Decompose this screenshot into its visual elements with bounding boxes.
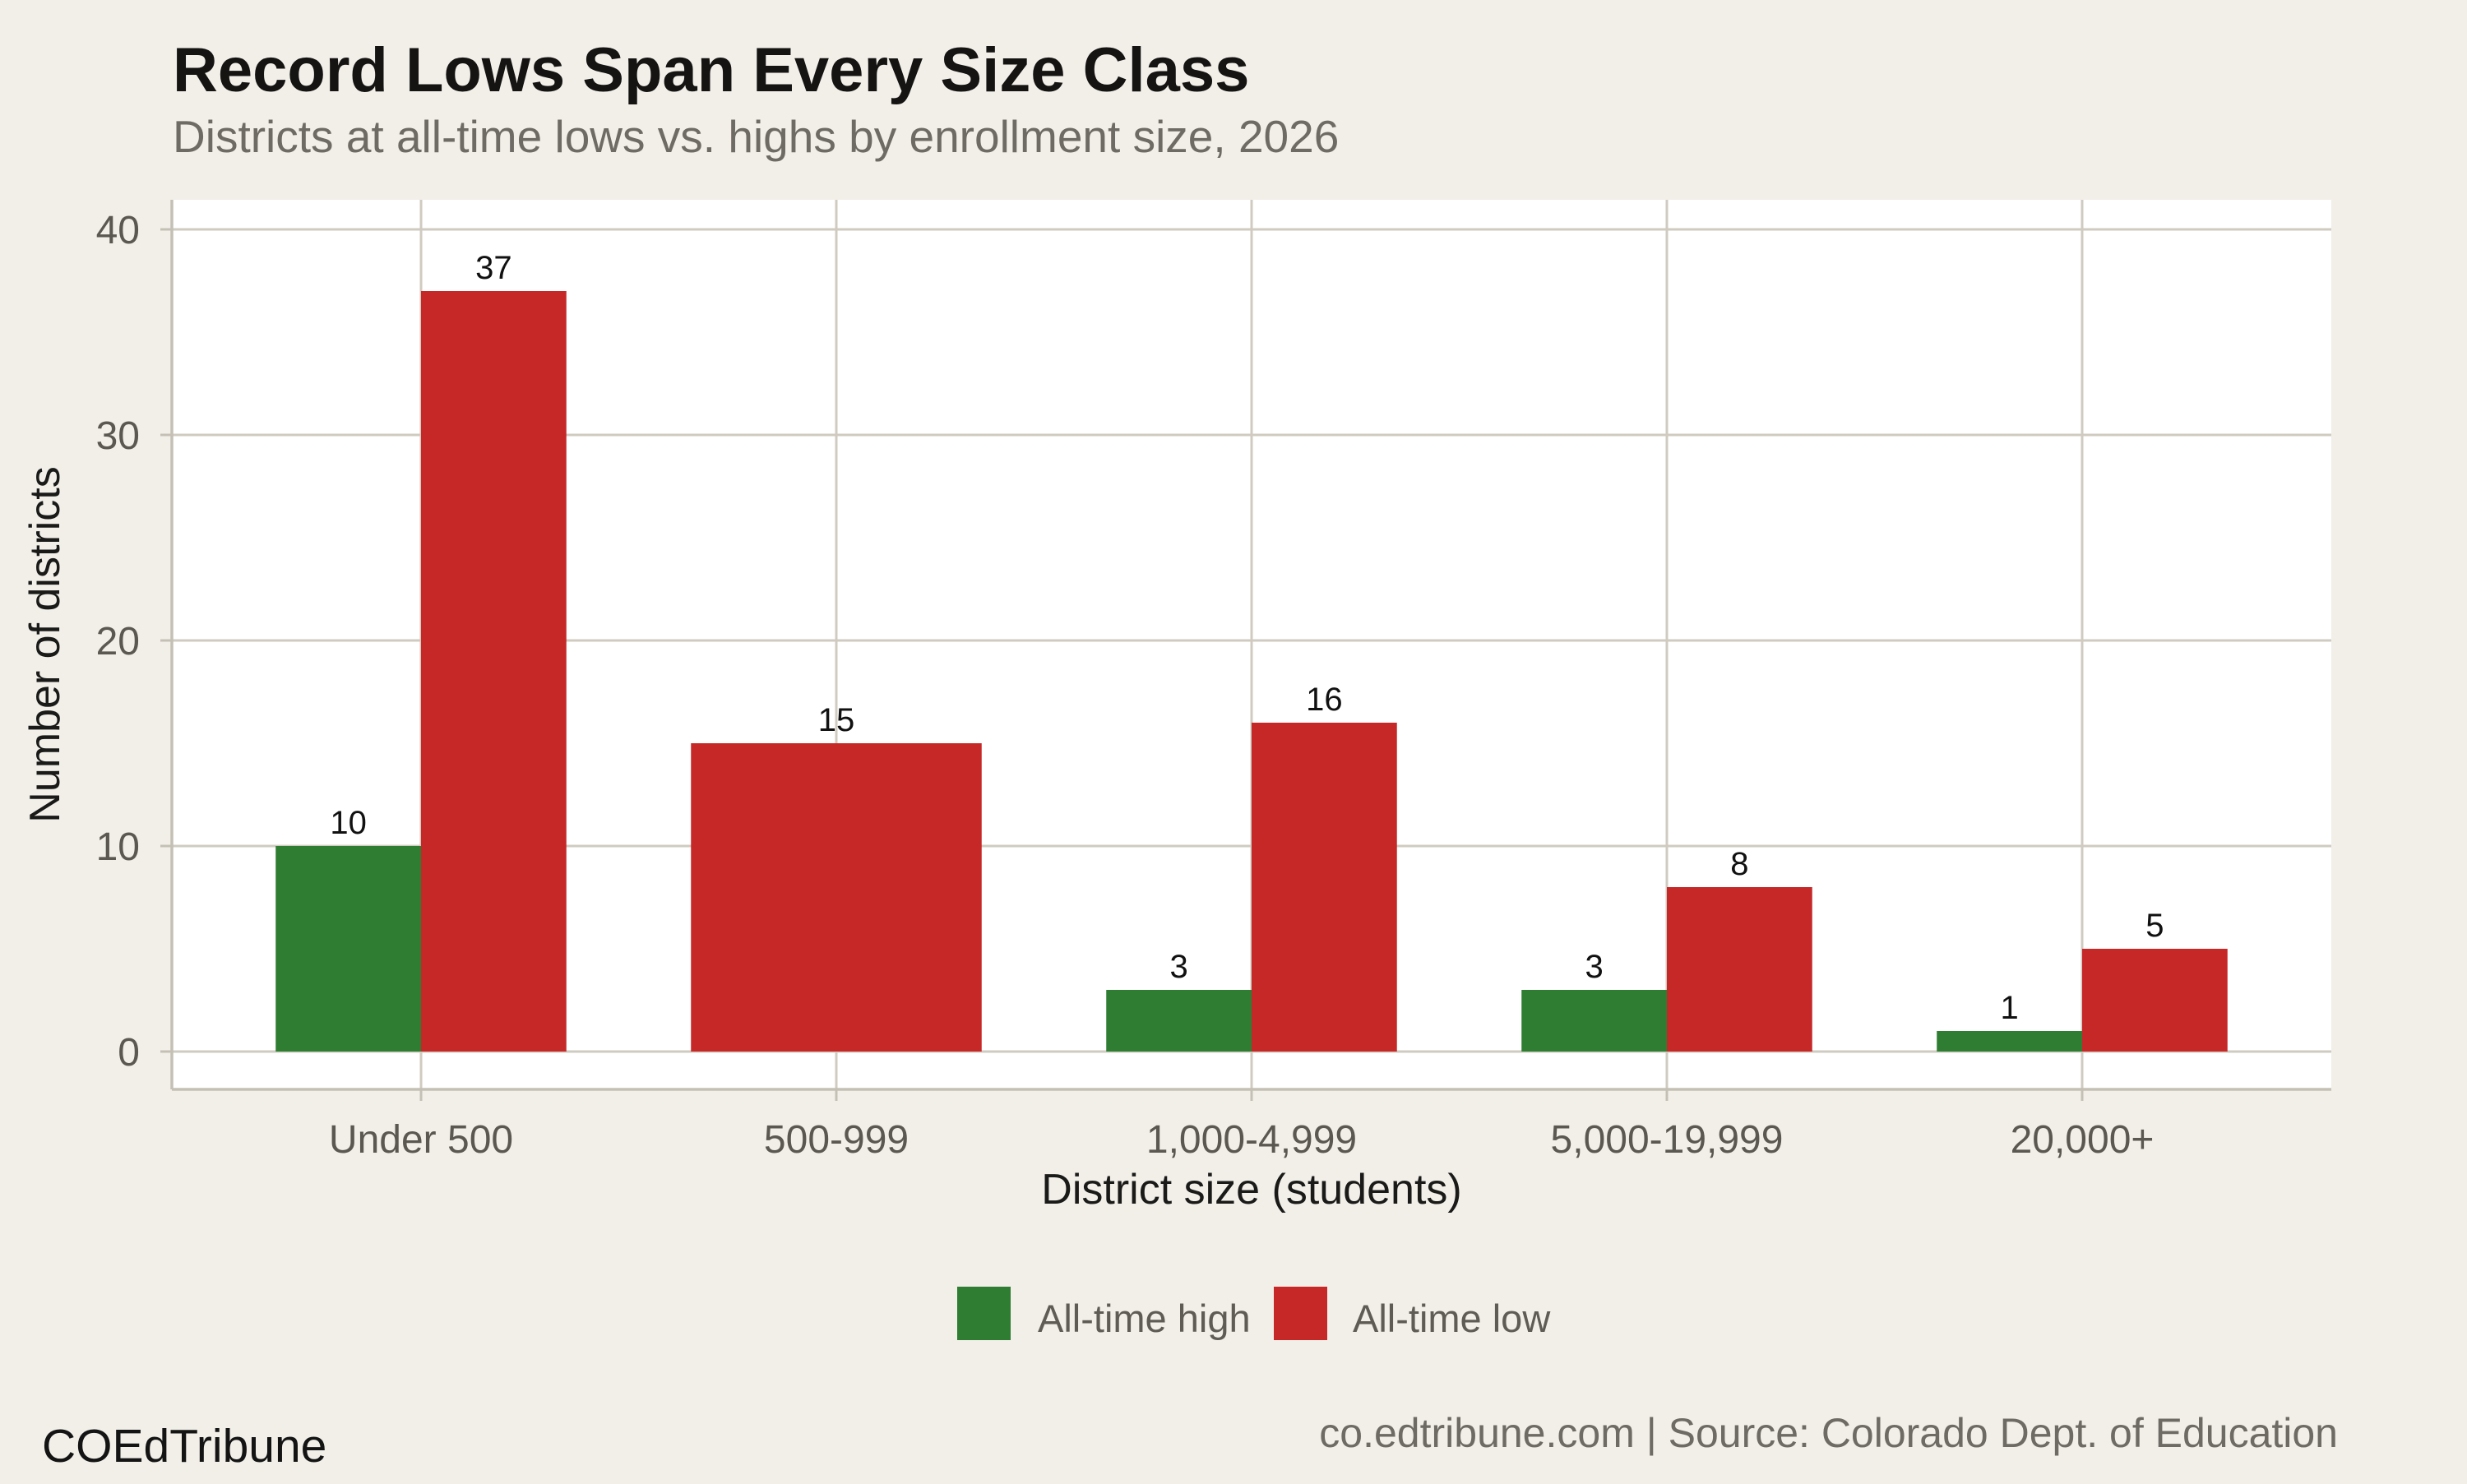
bar-value-label: 15: [818, 702, 855, 738]
bar-all-time-low-20-000+: [2082, 949, 2228, 1052]
bar-value-label: 10: [330, 805, 367, 841]
y-axis-tick-label: 20: [96, 620, 140, 663]
footer-brand: COEdTribune: [42, 1420, 326, 1472]
x-axis-title: District size (students): [1041, 1166, 1461, 1214]
bar-all-time-high-5-000-19-999: [1521, 990, 1667, 1052]
legend-label-all-time-high: All-time high: [1038, 1297, 1251, 1340]
legend-label-all-time-low: All-time low: [1353, 1297, 1551, 1340]
bar-all-time-high-20-000+: [1937, 1031, 2082, 1052]
bar-value-label: 8: [1730, 846, 1748, 882]
footer-source: co.edtribune.com | Source: Colorado Dept…: [1319, 1410, 2338, 1456]
chart-title: Record Lows Span Every Size Class: [173, 35, 1249, 105]
x-axis-tick-label: 5,000-19,999: [1551, 1118, 1784, 1162]
bar-value-label: 16: [1306, 682, 1343, 718]
y-axis-tick-label: 0: [118, 1031, 140, 1075]
legend-swatch-all-time-low: [1274, 1287, 1327, 1340]
x-axis-tick-label: 1,000-4,999: [1146, 1118, 1357, 1162]
legend-swatch-all-time-high: [957, 1287, 1011, 1340]
bar-all-time-low-500-999: [691, 743, 982, 1052]
y-axis-tick-labels: 0 10 20 30 40: [96, 209, 140, 1075]
bar-value-label: 1: [2001, 990, 2019, 1026]
x-axis-tick-labels: Under 500 500-999 1,000-4,999 5,000-19,999 2…: [329, 1118, 2155, 1162]
legend: All-time high All-time low: [957, 1287, 1551, 1340]
bar-all-time-low-1-000-4-999: [1252, 723, 1397, 1052]
y-axis-tick-label: 10: [96, 825, 140, 869]
y-axis-tick-label: 40: [96, 209, 140, 252]
bar-value-label: 3: [1170, 949, 1188, 985]
y-axis-tick-label: 30: [96, 414, 140, 458]
x-axis-tick-label: Under 500: [329, 1118, 513, 1162]
x-axis-tick-label: 20,000+: [2011, 1118, 2155, 1162]
axis-ticks: [160, 228, 2084, 1101]
x-axis-tick-label: 500-999: [764, 1118, 909, 1162]
bar-all-time-high-under-500: [275, 846, 421, 1052]
bar-value-label: 37: [475, 250, 512, 286]
chart-subtitle: Districts at all-time lows vs. highs by …: [173, 111, 1339, 162]
bar-value-label: 5: [2145, 908, 2164, 944]
bar-series: [275, 291, 2228, 1052]
bar-all-time-high-1-000-4-999: [1106, 990, 1252, 1052]
bar-all-time-low-under-500: [421, 291, 567, 1052]
bar-value-label: 3: [1585, 949, 1604, 985]
bar-all-time-low-5-000-19-999: [1667, 887, 1812, 1052]
y-axis-title: Number of districts: [21, 466, 69, 822]
